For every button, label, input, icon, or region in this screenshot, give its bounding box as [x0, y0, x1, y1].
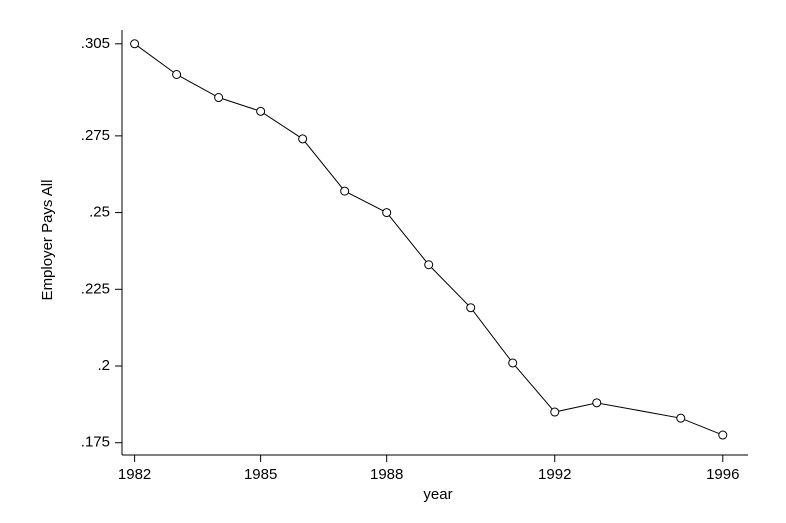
data-point — [340, 186, 350, 196]
y-tick-label: .305 — [81, 35, 110, 52]
data-point — [718, 430, 728, 440]
x-axis-label: year — [423, 486, 452, 503]
x-tick-label: 1982 — [118, 466, 151, 483]
data-point — [676, 413, 686, 423]
x-tick-label: 1988 — [370, 466, 403, 483]
y-tick-label: .2 — [97, 357, 110, 374]
data-point — [172, 69, 182, 79]
data-point — [424, 260, 434, 270]
y-tick-label: .25 — [89, 204, 110, 221]
y-tick-label: .175 — [81, 434, 110, 451]
data-point — [214, 93, 224, 103]
data-point — [298, 134, 308, 144]
x-tick-label: 1992 — [538, 466, 571, 483]
data-point — [130, 39, 140, 49]
data-point — [550, 407, 560, 417]
data-point — [256, 106, 266, 116]
data-point — [466, 303, 476, 313]
x-tick-label: 1996 — [706, 466, 739, 483]
y-axis-label: Employer Pays All — [39, 180, 56, 301]
data-point — [508, 358, 518, 368]
y-tick-label: .275 — [81, 127, 110, 144]
data-point — [382, 208, 392, 218]
data-point — [592, 398, 602, 408]
x-tick-label: 1985 — [244, 466, 277, 483]
y-tick-label: .225 — [81, 280, 110, 297]
line-path — [134, 43, 723, 436]
